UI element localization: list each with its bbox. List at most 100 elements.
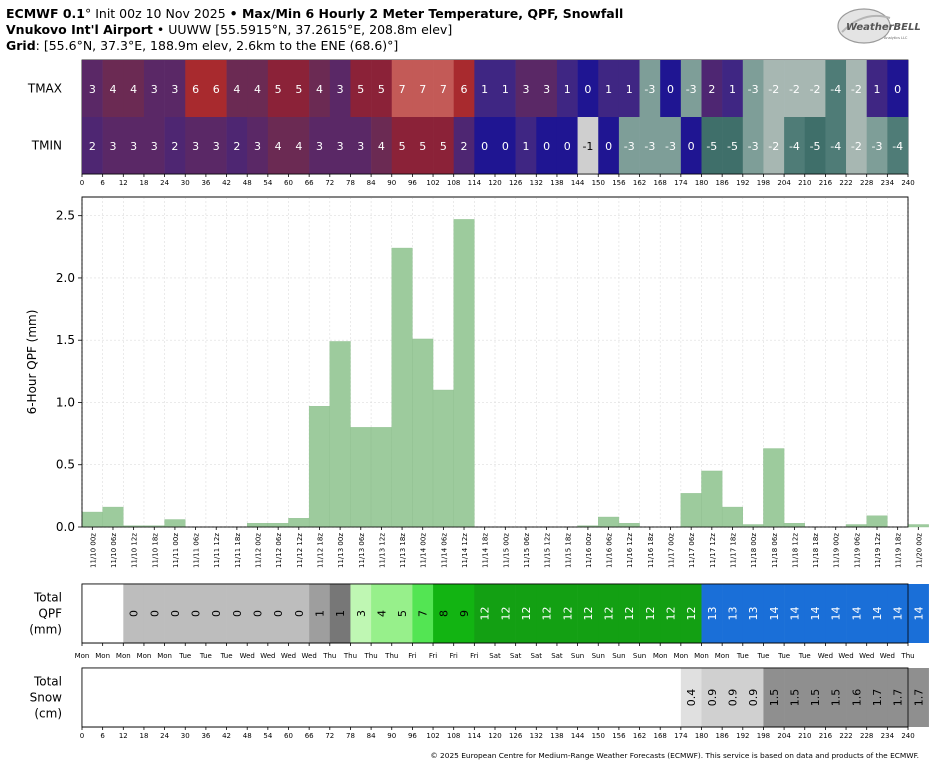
header-line-1: ECMWF 0.1° Init 00z 10 Nov 2025 • Max/Mi…	[6, 6, 623, 22]
total-qpf-cell	[267, 584, 289, 643]
tmax-value: 3	[171, 83, 178, 96]
tmin-value: 5	[419, 140, 426, 153]
tmax-cell	[825, 60, 847, 117]
tmax-cell	[143, 60, 165, 117]
qpf-y-tick-label: 0.0	[56, 520, 75, 534]
tmin-cell	[267, 117, 289, 174]
total-qpf-value: 0	[293, 610, 306, 617]
tmax-cell	[329, 60, 351, 117]
day-tick-label: Tue	[777, 652, 790, 660]
tmax-value: 2	[708, 83, 715, 96]
total-qpf-cell	[433, 584, 454, 643]
hour-tick-label: 84	[367, 179, 376, 187]
qpf-bar	[866, 515, 888, 528]
tmax-value: 1	[874, 83, 881, 96]
tmax-cell	[763, 60, 785, 117]
qpf-x-tick-label: 11/11 00z	[172, 533, 180, 568]
snow-hour-tick-label: 18	[139, 732, 148, 740]
hour-tick-label: 120	[488, 179, 501, 187]
tmax-value: 4	[130, 83, 137, 96]
day-tick-label: Mon	[75, 652, 90, 660]
tmax-cell	[371, 60, 393, 117]
init-time: Init 00z 10 Nov 2025	[91, 6, 230, 21]
qpf-bar	[680, 493, 702, 528]
logo-text: WeatherBELL	[846, 22, 920, 33]
total-qpf-value: 12	[603, 607, 616, 621]
tmax-value: 0	[667, 83, 674, 96]
snow-hour-tick-label: 204	[777, 732, 791, 740]
total-snow-cell	[639, 668, 661, 727]
total-qpf-value: 14	[892, 607, 905, 621]
total-qpf-value: 14	[912, 607, 925, 621]
total-qpf-value: 14	[830, 607, 843, 621]
tmax-value: -2	[810, 83, 821, 96]
tmin-cell	[123, 117, 145, 174]
total-qpf-row-label: QPF	[38, 607, 62, 621]
qpf-bar	[350, 427, 372, 528]
tmin-cell	[371, 117, 393, 174]
tmin-cell	[453, 117, 475, 174]
grid-label: Grid	[6, 38, 36, 53]
total-snow-cell	[577, 668, 599, 727]
snow-hour-tick-label: 96	[408, 732, 417, 740]
tmin-cell	[866, 117, 888, 174]
snow-hour-tick-label: 180	[695, 732, 708, 740]
total-qpf-cell	[102, 584, 124, 643]
total-qpf-value: 12	[665, 607, 678, 621]
total-qpf-value: 12	[644, 607, 657, 621]
tmin-cell	[102, 117, 124, 174]
day-tick-label: Wed	[880, 652, 895, 660]
tmin-cell	[701, 117, 723, 174]
tmax-cell	[866, 60, 888, 117]
total-qpf-value: 12	[623, 607, 636, 621]
qpf-x-tick-label: 11/17 18z	[729, 533, 737, 568]
total-qpf-value: 0	[190, 610, 203, 617]
page-title: Max/Min 6 Hourly 2 Meter Temperature, QP…	[237, 6, 624, 21]
total-qpf-cell	[556, 584, 578, 643]
total-qpf-cell	[82, 584, 103, 643]
total-qpf-cell	[123, 584, 145, 643]
tmin-value: 0	[543, 140, 550, 153]
total-snow-cell	[288, 668, 310, 727]
hour-tick-label: 24	[160, 179, 169, 187]
day-tick-label: Wed	[302, 652, 317, 660]
total-qpf-value: 0	[148, 610, 161, 617]
tmin-value: 2	[89, 140, 96, 153]
tmin-value: -2	[851, 140, 862, 153]
hour-tick-label: 60	[284, 179, 293, 187]
tmax-cell	[412, 60, 434, 117]
tmin-value: 3	[337, 140, 344, 153]
snow-hour-tick-label: 102	[426, 732, 439, 740]
total-snow-value: 1.7	[892, 689, 905, 707]
tmax-value: 3	[522, 83, 529, 96]
tmax-value: 4	[109, 83, 116, 96]
snow-hour-tick-label: 90	[387, 732, 396, 740]
tmax-value: 5	[357, 83, 364, 96]
total-qpf-cell	[515, 584, 537, 643]
station-name: Vnukovo Int'l Airport	[6, 22, 153, 37]
tmin-value: 3	[254, 140, 261, 153]
tmin-value: -3	[748, 140, 759, 153]
total-qpf-cell	[639, 584, 661, 643]
tmax-cell	[391, 60, 413, 117]
day-tick-label: Wed	[838, 652, 853, 660]
total-qpf-cell	[247, 584, 269, 643]
day-tick-label: Sat	[531, 652, 543, 660]
total-snow-cell	[371, 668, 393, 727]
total-qpf-cell	[887, 584, 909, 643]
header-line-3: Grid: [55.6°N, 37.3°E, 188.9m elev, 2.6k…	[6, 38, 398, 54]
tmax-value: 1	[502, 83, 509, 96]
total-qpf-value: 9	[458, 610, 471, 617]
tmin-value: -1	[582, 140, 593, 153]
qpf-x-tick-label: 11/15 12z	[544, 533, 552, 568]
tmin-value: -2	[768, 140, 779, 153]
snow-hour-tick-label: 144	[571, 732, 585, 740]
qpf-x-tick-label: 11/16 00z	[585, 533, 593, 568]
qpf-bar	[370, 427, 392, 528]
total-snow-cell	[350, 668, 372, 727]
qpf-bar	[308, 406, 330, 528]
total-qpf-value: 0	[231, 610, 244, 617]
total-snow-cell	[618, 668, 640, 727]
day-tick-label: Tue	[199, 652, 212, 660]
tmax-value: 1	[605, 83, 612, 96]
